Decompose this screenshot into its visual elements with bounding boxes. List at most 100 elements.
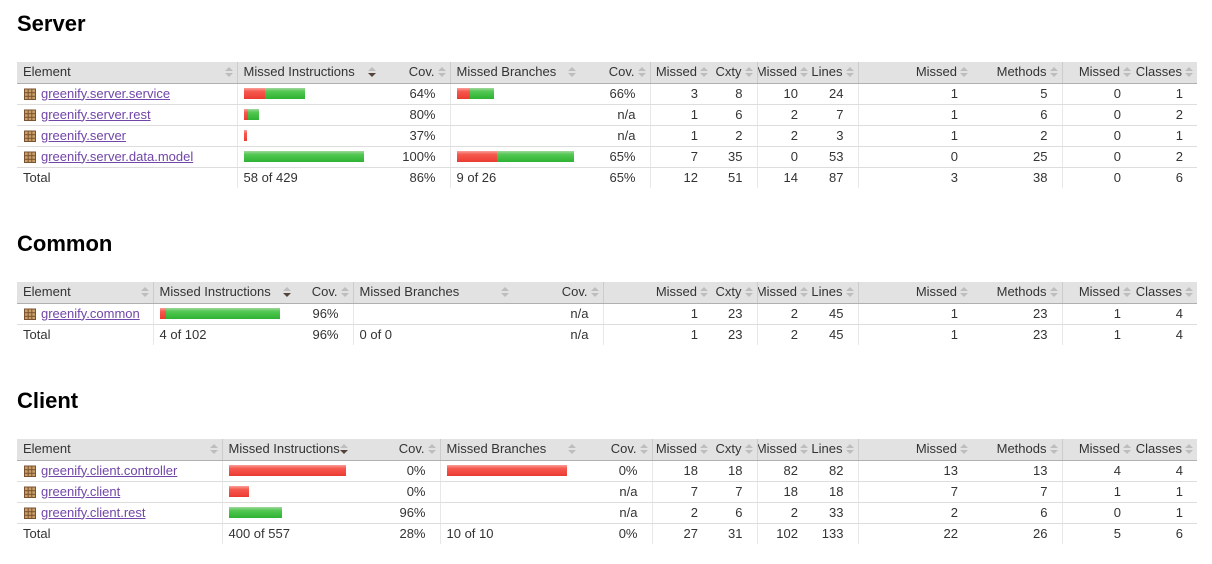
- cell-lines: 53: [812, 146, 858, 168]
- column-header-classes[interactable]: Classes: [1135, 439, 1197, 461]
- column-header-label: Lines: [812, 284, 843, 300]
- sort-icon: [845, 444, 854, 455]
- sort-icon: [1123, 287, 1131, 298]
- column-header-cov-[interactable]: Cov.: [380, 62, 450, 84]
- total-missed-instructions: 400 of 557: [221, 523, 352, 544]
- column-header-missed[interactable]: Missed: [857, 62, 972, 84]
- cell-missed-classes: 0: [1061, 502, 1135, 524]
- missed-instructions-cell: [236, 125, 380, 147]
- column-header-lines[interactable]: Lines: [812, 282, 858, 304]
- column-header-element[interactable]: Element: [17, 62, 237, 84]
- cell-classes: 1: [1135, 481, 1197, 503]
- cell-methods: 6: [972, 104, 1062, 126]
- total-branch-coverage: 65%: [609, 169, 636, 185]
- package-link[interactable]: greenify.client.controller: [41, 462, 178, 478]
- covered-bar-segment: [496, 151, 574, 162]
- column-header-classes[interactable]: Classes: [1135, 282, 1197, 304]
- missed-instructions-cell: [152, 303, 295, 325]
- cell-lines: 82: [812, 460, 858, 482]
- column-header-methods[interactable]: Methods: [972, 439, 1062, 461]
- package-link[interactable]: greenify.server.rest: [41, 106, 151, 122]
- column-header-label: Cov.: [311, 284, 338, 300]
- column-header-missed[interactable]: Missed: [602, 282, 712, 304]
- cell-missed-lines: 0: [756, 146, 812, 168]
- cell-missed-lines: 2: [756, 104, 812, 126]
- coverage-bar: [228, 486, 347, 497]
- column-header-methods[interactable]: Methods: [972, 282, 1062, 304]
- column-header-label: Missed: [915, 284, 957, 300]
- column-header-element[interactable]: Element: [17, 439, 222, 461]
- package-link[interactable]: greenify.client: [41, 483, 121, 499]
- column-header-missed[interactable]: Missed: [1061, 439, 1135, 461]
- column-header-classes[interactable]: Classes: [1135, 62, 1197, 84]
- branch-coverage-value: 66%: [580, 83, 650, 105]
- sort-icon: [1123, 67, 1131, 78]
- column-header-missed-instructions[interactable]: Missed Instructions: [152, 282, 295, 304]
- column-header-missed-branches[interactable]: Missed Branches: [352, 282, 513, 304]
- column-header-missed-branches[interactable]: Missed Branches: [439, 439, 580, 461]
- column-header-label: Missed Branches: [456, 64, 557, 80]
- column-header-missed[interactable]: Missed: [1061, 62, 1135, 84]
- column-header-cxty[interactable]: Cxty: [712, 439, 757, 461]
- column-header-missed[interactable]: Missed: [651, 439, 712, 461]
- cell-classes: 2: [1135, 146, 1197, 168]
- total-missed-branches: 0 of 0: [352, 324, 513, 345]
- column-header-missed-instructions[interactable]: Missed Instructions: [221, 439, 352, 461]
- branch-coverage-value: n/a: [513, 303, 603, 325]
- column-header-label: Cxty: [715, 64, 742, 80]
- coverage-bar: [228, 507, 347, 518]
- column-header-cxty[interactable]: Cxty: [712, 282, 757, 304]
- column-header-missed-instructions[interactable]: Missed Instructions: [236, 62, 380, 84]
- column-header-lines[interactable]: Lines: [812, 62, 858, 84]
- total-missed-lines: 2: [756, 324, 812, 345]
- cell-missed-lines: 2: [756, 303, 812, 325]
- total-methods: 38: [1033, 169, 1048, 185]
- column-header-cov-[interactable]: Cov.: [513, 282, 603, 304]
- missed-bar-segment: [228, 486, 249, 497]
- package-link[interactable]: greenify.client.rest: [41, 504, 146, 520]
- branch-coverage-value: 65%: [580, 146, 650, 168]
- total-cxty: 31: [728, 525, 743, 541]
- column-header-missed[interactable]: Missed: [857, 282, 972, 304]
- branch-coverage-value: n/a: [580, 481, 652, 503]
- column-header-missed[interactable]: Missed: [857, 439, 972, 461]
- column-header-cov-[interactable]: Cov.: [352, 439, 440, 461]
- total-cxty: 23: [728, 326, 743, 342]
- column-header-label: Missed Branches: [359, 284, 460, 300]
- column-header-cxty[interactable]: Cxty: [712, 62, 757, 84]
- column-header-cov-[interactable]: Cov.: [580, 62, 650, 84]
- total-label: Total: [23, 326, 51, 342]
- package-link[interactable]: greenify.server.service: [41, 85, 171, 101]
- column-header-missed[interactable]: Missed: [756, 282, 812, 304]
- cell-missed-methods: 1: [857, 303, 972, 325]
- column-header-methods[interactable]: Methods: [972, 62, 1062, 84]
- column-header-cov-[interactable]: Cov.: [295, 282, 353, 304]
- column-header-label: Cxty: [715, 441, 742, 457]
- total-lines: 45: [829, 326, 844, 342]
- column-header-missed[interactable]: Missed: [1061, 282, 1135, 304]
- instruction-coverage-value: 96%: [352, 502, 440, 524]
- column-header-missed[interactable]: Missed: [756, 62, 812, 84]
- column-header-missed[interactable]: Missed: [649, 62, 712, 84]
- package-link[interactable]: greenify.server: [41, 127, 127, 143]
- package-link[interactable]: greenify.server.data.model: [41, 148, 194, 164]
- total-missed-instructions: 58 of 429: [236, 167, 380, 188]
- missed-instructions-cell: [221, 460, 352, 482]
- branch-coverage-value: n/a: [580, 104, 650, 126]
- total-classes: 4: [1175, 326, 1183, 342]
- sort-icon: [960, 67, 968, 78]
- coverage-bar: [243, 109, 375, 120]
- cell-lines: 33: [812, 502, 858, 524]
- column-header-missed-branches[interactable]: Missed Branches: [449, 62, 580, 84]
- missed-branches-cell: [439, 460, 580, 482]
- column-header-missed[interactable]: Missed: [756, 439, 812, 461]
- column-header-cov-[interactable]: Cov.: [580, 439, 652, 461]
- cell-methods: 7: [972, 481, 1062, 503]
- column-header-element[interactable]: Element: [17, 282, 153, 304]
- package-link[interactable]: greenify.common: [41, 305, 140, 321]
- sort-icon: [1049, 444, 1058, 455]
- total-methods: 26: [1033, 525, 1048, 541]
- column-header-lines[interactable]: Lines: [812, 439, 858, 461]
- table-row: greenify.server.rest 80% n/a 1 6 2 7 1 6 0 2: [17, 104, 1197, 126]
- package-icon: [24, 486, 36, 498]
